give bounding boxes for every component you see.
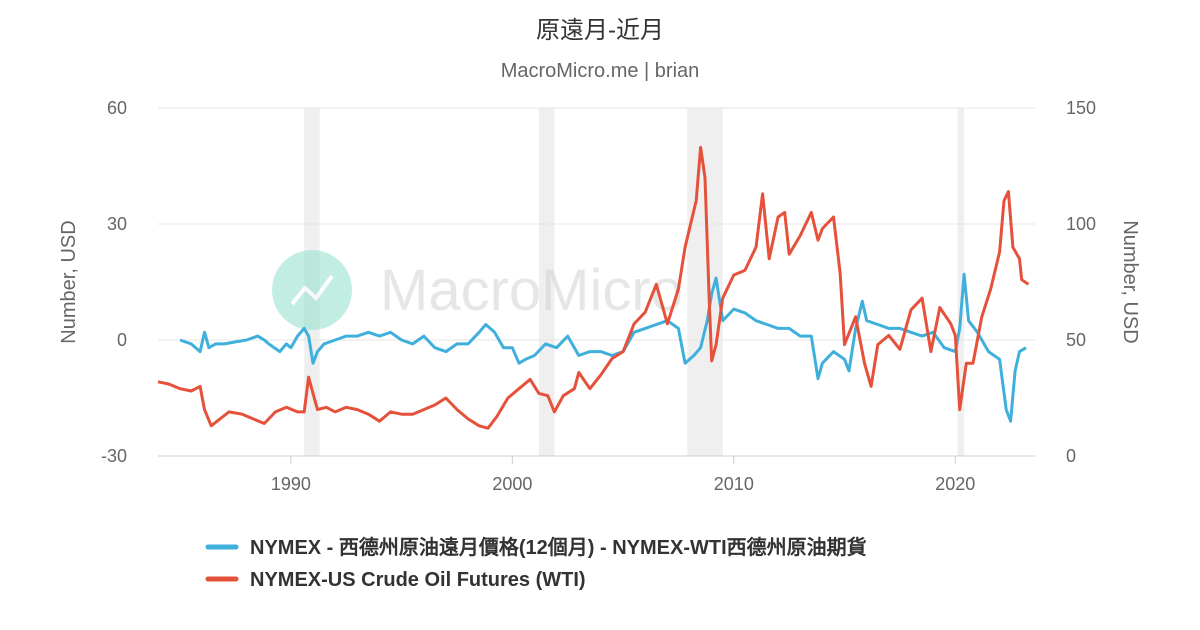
y-right-tick-label: 50 xyxy=(1066,330,1086,350)
x-axis-ticks: 1990 2000 2010 2020 xyxy=(158,455,1035,494)
x-tick-label: 1990 xyxy=(271,474,311,494)
watermark-text: MacroMicro xyxy=(380,258,683,323)
y-left-tick-label: 30 xyxy=(107,214,127,234)
legend: NYMEX - 西德州原油遠月價格(12個月) - NYMEX-WTI西德州原油… xyxy=(205,535,867,591)
chart-title: 原遠月-近月 xyxy=(536,17,664,44)
x-tick-label: 2010 xyxy=(714,474,754,494)
y-right-tick-label: 150 xyxy=(1066,98,1096,118)
y-right-tick-label: 0 xyxy=(1066,446,1076,466)
x-tick-label: 2000 xyxy=(492,474,532,494)
legend-item-1[interactable]: NYMEX - 西德州原油遠月價格(12個月) - NYMEX-WTI西德州原油… xyxy=(205,535,867,559)
series-layer xyxy=(157,145,1030,430)
legend-label-2: NYMEX-US Crude Oil Futures (WTI) xyxy=(250,569,586,591)
y-axis-left-ticks: 60 30 0 -30 xyxy=(101,98,127,466)
watermark: MacroMicro xyxy=(272,250,683,330)
recession-bands xyxy=(304,108,965,456)
recession-band-4 xyxy=(957,108,965,456)
x-tick-label: 2020 xyxy=(935,474,975,494)
series-line-1 xyxy=(179,272,1027,423)
chart-subtitle: MacroMicro.me | brian xyxy=(501,60,700,82)
y-axis-right-ticks: 150 100 50 0 xyxy=(1066,98,1096,466)
y-left-tick-label: 0 xyxy=(117,330,127,350)
legend-item-2[interactable]: NYMEX-US Crude Oil Futures (WTI) xyxy=(205,569,586,591)
series-line-2 xyxy=(157,145,1030,430)
watermark-chart-icon xyxy=(290,274,334,306)
recession-band-2 xyxy=(538,108,555,456)
y-axis-right-title: Number, USD xyxy=(1119,220,1141,343)
watermark-logo-icon xyxy=(272,250,352,330)
y-left-tick-label: -30 xyxy=(101,446,127,466)
y-left-tick-label: 60 xyxy=(107,98,127,118)
y-axis-left-title: Number, USD xyxy=(58,220,80,343)
y-right-tick-label: 100 xyxy=(1066,214,1096,234)
legend-label-1: NYMEX - 西德州原油遠月價格(12個月) - NYMEX-WTI西德州原油… xyxy=(250,535,867,559)
